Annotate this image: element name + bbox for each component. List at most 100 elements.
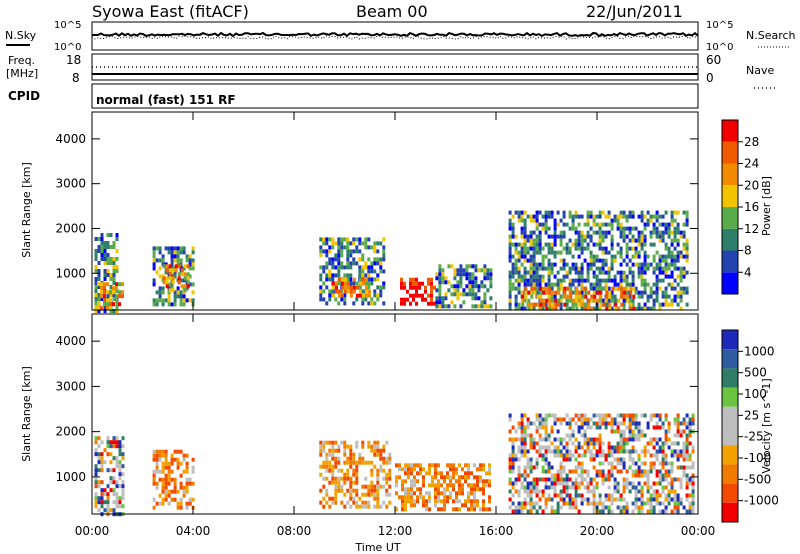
heatmap-cell	[173, 489, 177, 494]
heatmap-cell	[106, 233, 110, 237]
heatmap-cell	[413, 467, 416, 472]
heatmap-cell	[511, 457, 515, 462]
heatmap-cell	[517, 282, 521, 287]
heatmap-cell	[319, 245, 323, 250]
heatmap-cell	[532, 266, 536, 271]
heatmap-cell	[544, 501, 548, 506]
heatmap-cell	[643, 306, 647, 311]
heatmap-cell	[601, 210, 605, 215]
heatmap-cell	[652, 465, 656, 470]
heatmap-cell	[565, 481, 569, 486]
heatmap-cell	[589, 441, 593, 446]
heatmap-cell	[682, 421, 686, 426]
heatmap-cell	[337, 488, 341, 493]
heatmap-cell	[340, 249, 344, 254]
heatmap-cell	[322, 265, 326, 270]
heatmap-cell	[655, 262, 659, 267]
heatmap-cell	[586, 246, 590, 251]
heatmap-cell	[622, 278, 626, 283]
heatmap-cell	[322, 297, 326, 302]
heatmap-cell	[373, 440, 377, 445]
heatmap-cell	[529, 306, 533, 311]
heatmap-cell	[625, 441, 629, 446]
heatmap-cell	[364, 500, 368, 505]
heatmap-cell	[379, 448, 383, 453]
heatmap-cell	[511, 441, 515, 446]
heatmap-cell	[554, 290, 558, 295]
heatmap-cell	[477, 288, 481, 293]
heatmap-cell	[355, 468, 359, 473]
heatmap-cell	[109, 468, 113, 473]
heatmap-cell	[465, 292, 469, 297]
heatmap-cell	[544, 226, 548, 231]
heatmap-cell	[640, 262, 644, 267]
heatmap-cell	[562, 230, 566, 235]
heatmap-cell	[328, 464, 332, 469]
heatmap-cell	[682, 505, 686, 510]
heatmap-cell	[550, 282, 554, 287]
heatmap-cell	[541, 274, 545, 279]
heatmap-cell	[511, 266, 515, 271]
heatmap-cell	[346, 476, 350, 481]
heatmap-cell	[370, 297, 374, 302]
heatmap-cell	[679, 477, 683, 482]
heatmap-cell	[176, 246, 180, 251]
colorbar-swatch	[722, 141, 738, 164]
heatmap-cell	[682, 429, 686, 434]
heatmap-cell	[400, 281, 403, 286]
heatmap-cell	[640, 290, 644, 295]
heatmap-cell	[577, 453, 581, 458]
heatmap-cell	[667, 501, 671, 506]
heatmap-cell	[176, 254, 180, 259]
heatmap-cell	[173, 485, 177, 490]
heatmap-cell	[413, 479, 416, 484]
heatmap-cell	[685, 465, 689, 470]
heatmap-cell	[628, 417, 632, 422]
heatmap-cell	[337, 253, 341, 258]
colorbar-tick-label: 8	[744, 244, 752, 258]
heatmap-cell	[589, 266, 593, 271]
nsky-hi-tick: 10^5	[54, 20, 81, 31]
heatmap-cell	[367, 488, 371, 493]
heatmap-cell	[367, 277, 371, 282]
heatmap-cell	[97, 500, 101, 505]
heatmap-cell	[155, 501, 159, 506]
heatmap-cell	[550, 266, 554, 271]
heatmap-cell	[370, 480, 374, 485]
heatmap-cell	[568, 238, 572, 243]
heatmap-cell	[640, 501, 644, 506]
heatmap-cell	[170, 497, 174, 502]
heatmap-cell	[544, 214, 548, 219]
heatmap-cell	[682, 234, 686, 239]
heatmap-cell	[556, 222, 560, 227]
heatmap-cell	[355, 492, 359, 497]
heatmap-cell	[670, 302, 674, 307]
colorbar-swatch	[722, 349, 738, 369]
heatmap-cell	[619, 282, 623, 287]
heatmap-cell	[422, 479, 425, 484]
heatmap-cell	[637, 505, 641, 510]
heatmap-cell	[601, 278, 605, 283]
heatmap-cell	[589, 481, 593, 486]
heatmap-cell	[508, 254, 512, 259]
heatmap-cell	[517, 278, 521, 283]
heatmap-cell	[622, 306, 626, 311]
heatmap-cell	[328, 496, 332, 501]
heatmap-cell	[529, 218, 533, 223]
heatmap-cell	[541, 509, 545, 514]
heatmap-cell	[556, 210, 560, 215]
heatmap-cell	[619, 270, 623, 275]
heatmap-cell	[536, 294, 540, 299]
heatmap-cell	[649, 493, 653, 498]
heatmap-cell	[349, 480, 353, 485]
heatmap-cell	[118, 460, 122, 465]
heatmap-cell	[170, 270, 174, 275]
heatmap-cell	[676, 493, 680, 498]
heatmap-cell	[94, 436, 98, 441]
heatmap-cell	[535, 417, 539, 422]
heatmap-cell	[412, 281, 415, 286]
heatmap-cell	[523, 445, 527, 450]
heatmap-cell	[565, 421, 569, 426]
heatmap-cell	[685, 413, 689, 418]
